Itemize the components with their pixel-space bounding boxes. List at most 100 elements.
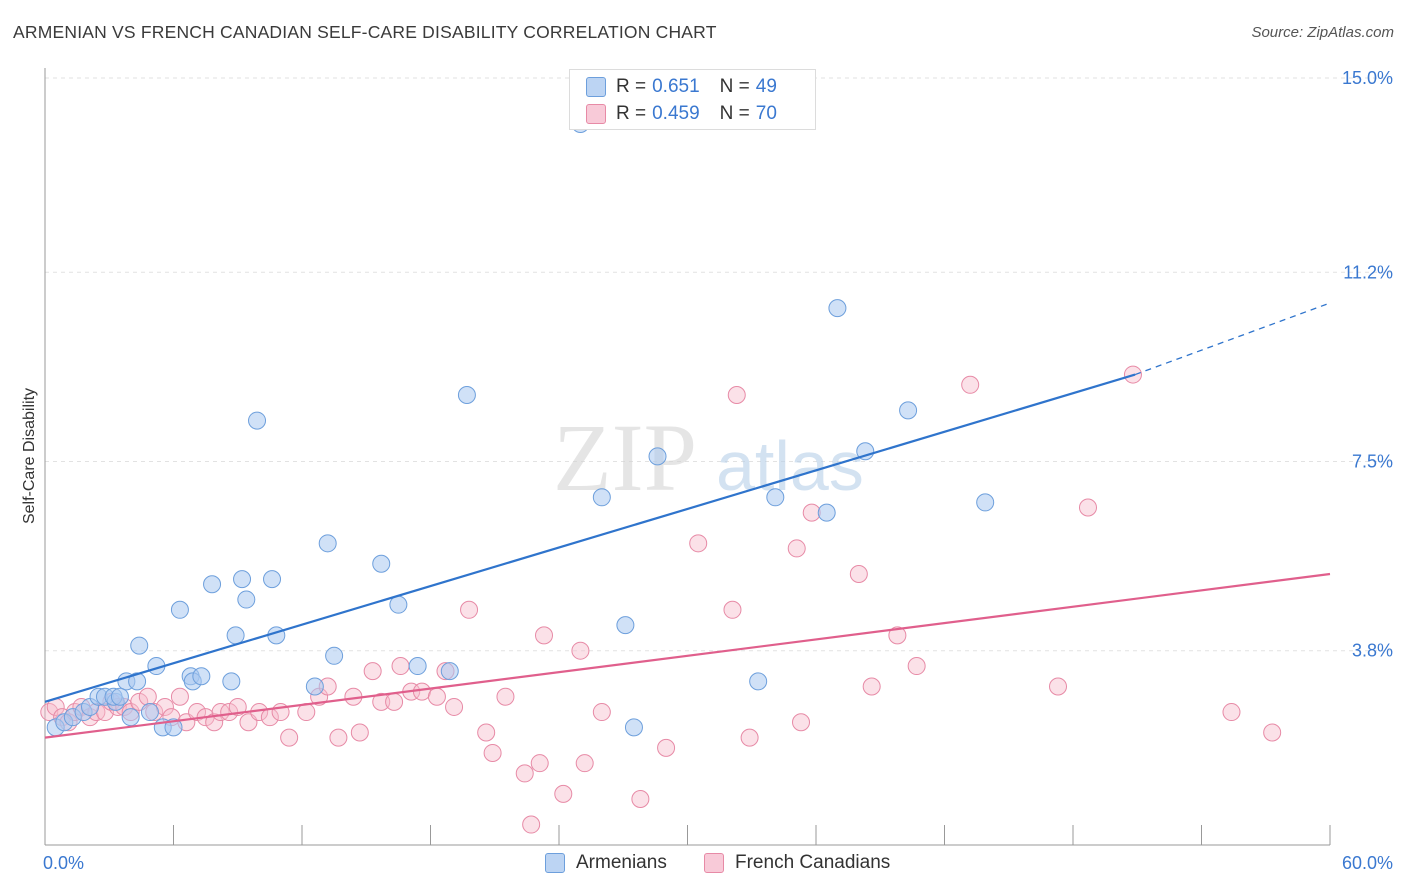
french-canadians-point [723, 600, 742, 619]
french-canadians-point [515, 764, 534, 783]
legend-label-french-canadians: French Canadians [735, 852, 891, 873]
armenians-point [592, 488, 611, 507]
french-canadians-point [385, 692, 404, 711]
french-canadians-point [228, 697, 247, 716]
axes [44, 68, 1331, 846]
french-canadians-point [787, 539, 806, 558]
french-canadians-point [907, 657, 926, 676]
french-canadians-point [961, 375, 980, 394]
armenians-point [233, 570, 252, 589]
french-canadians-points [40, 365, 1282, 834]
armenians-swatch [545, 853, 565, 873]
y-axis-label: Self-Care Disability [21, 387, 38, 525]
armenians-trend-extension [1134, 302, 1331, 376]
armenians-points [46, 115, 995, 737]
armenians-point [130, 636, 149, 655]
legend-n-label: N = [719, 76, 750, 97]
y-tick-label: 11.2% [1343, 262, 1393, 282]
french-canadians-point [427, 687, 446, 706]
french-canadians-point [1222, 703, 1241, 722]
armenians-point [248, 411, 267, 430]
armenians-swatch [586, 77, 606, 97]
french-canadians-point [689, 534, 708, 553]
legend-item-french-canadians[interactable]: French Canadians [704, 852, 890, 874]
legend-n-value: 49 [755, 76, 777, 97]
x-tick-label: 0.0% [43, 853, 84, 873]
french-canadians-point [727, 386, 746, 405]
french-canadians-point [792, 713, 811, 732]
armenians-point [440, 662, 459, 681]
french-canadians-point [888, 626, 907, 645]
armenians-point [203, 575, 222, 594]
legend-row-french-canadians: R = 0.459 N = 70 [586, 102, 777, 126]
french-canadians-point [1078, 498, 1097, 517]
french-canadians-point [631, 789, 650, 808]
french-canadians-point [170, 687, 189, 706]
armenians-point [749, 672, 768, 691]
legend-row-armenians: R = 0.651 N = 49 [586, 75, 777, 99]
french-canadians-point [372, 692, 391, 711]
armenians-point [457, 386, 476, 405]
series-legend: Armenians French Canadians [0, 852, 1406, 878]
armenians-point [128, 672, 147, 691]
french-canadians-point [592, 703, 611, 722]
french-canadians-point [460, 600, 479, 619]
armenians-point [817, 503, 836, 522]
chart-title: ARMENIAN VS FRENCH CANADIAN SELF-CARE DI… [13, 22, 717, 42]
armenians-point [976, 493, 995, 512]
french-canadians-point [554, 784, 573, 803]
armenians-point [222, 672, 241, 691]
armenians-point [140, 703, 159, 722]
legend-n-label: N = [719, 103, 750, 124]
chart-source: Source: ZipAtlas.com [1251, 24, 1394, 41]
french-canadians-point [849, 564, 868, 583]
french-canadians-point [575, 754, 594, 773]
french-canadians-swatch [586, 104, 606, 124]
armenians-point [389, 595, 408, 614]
armenians-point [305, 677, 324, 696]
armenians-point [121, 708, 140, 727]
legend-label-armenians: Armenians [576, 852, 667, 873]
armenians-point [856, 442, 875, 461]
armenians-point [408, 657, 427, 676]
french-canadians-point [350, 723, 369, 742]
french-canadians-point [412, 682, 431, 701]
french-canadians-point [1263, 723, 1282, 742]
french-canadians-point [445, 697, 464, 716]
legend-r-label: R = [616, 103, 647, 124]
tick-labels: 3.8% 7.5% 11.2% 15.0% 0.0% 60.0% [43, 68, 1393, 873]
french-canadians-point [205, 713, 224, 732]
armenians-point [170, 600, 189, 619]
correlation-legend: R = 0.651 N = 49 R = 0.459 N = 70 [569, 69, 816, 130]
french-canadians-point [522, 815, 541, 834]
y-tick-label: 15.0% [1342, 68, 1393, 88]
french-canadians-point [483, 743, 502, 762]
armenians-point [372, 554, 391, 573]
legend-r-value: 0.651 [652, 76, 700, 97]
french-canadians-swatch [704, 853, 724, 873]
gridlines [45, 77, 1392, 652]
watermark-zip: ZIP [553, 404, 697, 511]
french-canadians-point [740, 728, 759, 747]
armenians-point [263, 570, 282, 589]
armenians-point [616, 616, 635, 635]
y-tick-label: 3.8% [1352, 641, 1393, 661]
armenians-point [267, 626, 286, 645]
armenians-point [318, 534, 337, 553]
x-tick-label: 60.0% [1342, 853, 1393, 873]
armenians-point [624, 718, 643, 737]
trend-lines [44, 302, 1331, 739]
y-tick-label: 7.5% [1352, 452, 1393, 472]
french-canadians-point [138, 687, 157, 706]
french-canadians-point [657, 738, 676, 757]
legend-item-armenians[interactable]: Armenians [545, 852, 667, 874]
french-canadians-point [802, 503, 821, 522]
armenians-point [325, 646, 344, 665]
french-canadians-point [280, 728, 299, 747]
armenians-point [828, 299, 847, 318]
armenians-point [110, 687, 129, 706]
french-canadians-point [363, 662, 382, 681]
french-canadians-point [571, 641, 590, 660]
legend-n-value: 70 [755, 103, 777, 124]
